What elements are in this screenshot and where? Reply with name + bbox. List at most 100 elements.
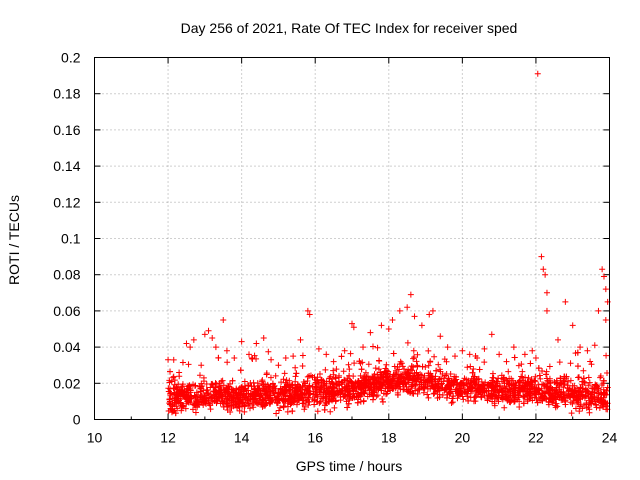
data-point [228, 404, 235, 411]
data-point [281, 392, 288, 399]
data-point [312, 391, 319, 398]
data-point [436, 376, 443, 383]
data-point [460, 396, 467, 403]
data-point [553, 384, 560, 391]
data-point [190, 336, 197, 343]
data-point [382, 385, 389, 392]
data-point [227, 409, 234, 416]
data-point [404, 304, 411, 311]
data-point [586, 409, 593, 416]
data-point [284, 389, 291, 396]
data-point [192, 409, 199, 416]
data-point [248, 383, 255, 390]
data-point [354, 399, 361, 406]
data-point [268, 356, 275, 363]
data-point [369, 343, 376, 350]
grid [94, 57, 610, 420]
data-point [176, 389, 183, 396]
data-point [503, 358, 510, 365]
data-point [293, 384, 300, 391]
data-point [378, 387, 385, 394]
data-point [424, 383, 431, 390]
data-point [242, 394, 249, 401]
data-point [193, 398, 200, 405]
data-point [213, 389, 220, 396]
data-point [419, 363, 426, 370]
data-point [246, 400, 253, 407]
data-point [209, 335, 216, 342]
data-point [524, 398, 531, 405]
data-point [575, 393, 582, 400]
data-point [560, 384, 567, 391]
data-point [543, 289, 550, 296]
data-point [295, 396, 302, 403]
data-point [207, 402, 214, 409]
data-point [548, 393, 555, 400]
data-point [520, 394, 527, 401]
data-point [485, 391, 492, 398]
data-point [425, 394, 432, 401]
data-point [584, 347, 591, 354]
data-point [543, 368, 550, 375]
data-point [177, 386, 184, 393]
data-point [467, 379, 474, 386]
data-point [564, 392, 571, 399]
data-point [344, 404, 351, 411]
data-point [191, 392, 198, 399]
data-point [265, 383, 272, 390]
data-point [238, 383, 245, 390]
data-point [552, 387, 559, 394]
data-point [232, 401, 239, 408]
y-tick-label: 0.18 [53, 86, 80, 102]
data-point [286, 384, 293, 391]
data-point [507, 392, 514, 399]
data-point [439, 391, 446, 398]
data-point [340, 368, 347, 375]
y-tick-labels: 0 0.02 0.04 0.06 0.08 0.1 0.12 0.14 0.16 0.18 0.2 [53, 50, 80, 428]
data-point [579, 394, 586, 401]
data-point [526, 385, 533, 392]
data-point [283, 377, 290, 384]
data-point [470, 398, 477, 405]
data-point [379, 396, 386, 403]
data-point [588, 361, 595, 368]
data-point [450, 393, 457, 400]
data-point [205, 397, 212, 404]
data-point [538, 253, 545, 260]
data-point [506, 381, 513, 388]
data-point [532, 354, 539, 361]
data-point [479, 386, 486, 393]
data-point [509, 377, 516, 384]
data-point [531, 377, 538, 384]
data-point [379, 382, 386, 389]
data-point [537, 375, 544, 382]
data-point [357, 372, 364, 379]
data-point [277, 385, 284, 392]
data-point [330, 358, 337, 365]
data-point [489, 379, 496, 386]
data-point [323, 385, 330, 392]
data-point [413, 369, 420, 376]
data-point [582, 392, 589, 399]
data-point [470, 365, 477, 372]
data-point [425, 376, 432, 383]
data-point [320, 382, 327, 389]
data-point [316, 400, 323, 407]
data-point [490, 391, 497, 398]
data-point [420, 384, 427, 391]
data-point [518, 373, 525, 380]
data-point [278, 395, 285, 402]
x-tick-label: 18 [381, 430, 397, 446]
data-point [443, 394, 450, 401]
data-point [425, 370, 432, 377]
y-tick-label: 0.08 [53, 267, 80, 283]
data-point [166, 385, 173, 392]
data-point [220, 316, 227, 323]
data-point [228, 386, 235, 393]
data-point [447, 370, 454, 377]
data-point [562, 298, 569, 305]
data-point [349, 320, 355, 327]
x-tick-labels: 10 12 14 16 18 20 22 24 [87, 430, 618, 446]
data-point [496, 351, 503, 358]
data-point [171, 399, 178, 406]
